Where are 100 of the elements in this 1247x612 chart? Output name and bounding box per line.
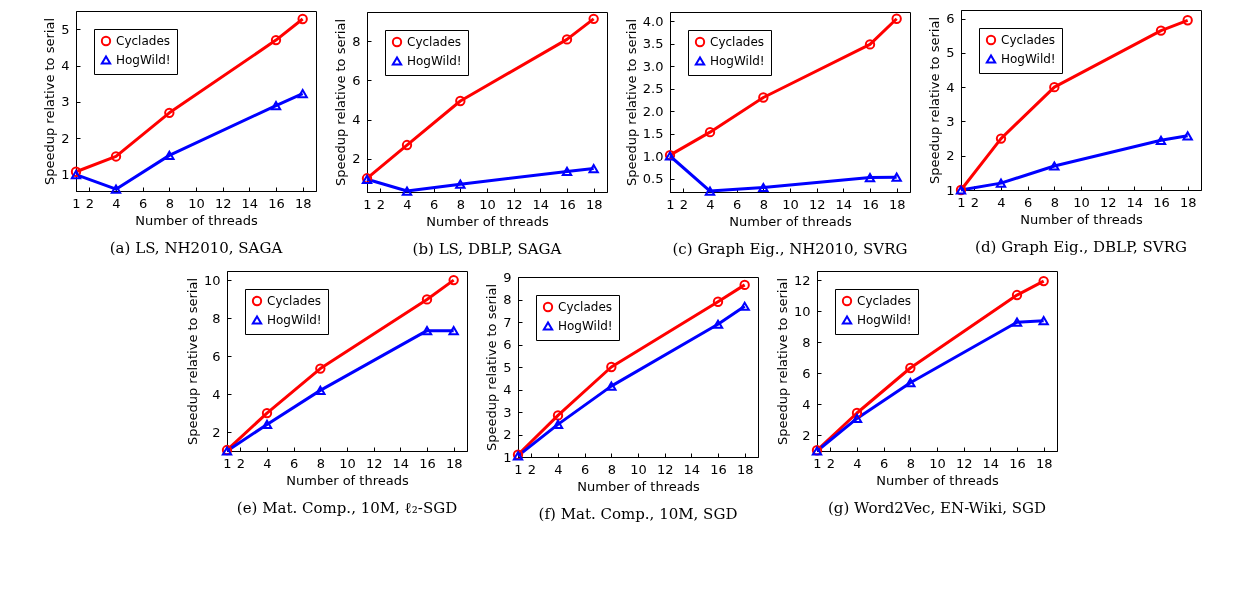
x-tick-label: 6 (1023, 194, 1032, 210)
text: (b) LS, DBLP, SAGA (412, 240, 562, 258)
x-tick-label: 8 (165, 195, 174, 211)
x-tick-label: 14 (1126, 194, 1143, 210)
point (905, 378, 916, 388)
point (561, 34, 572, 45)
x-tick-label: 2 (679, 196, 688, 212)
x-axis-title: Number of threads (876, 472, 999, 488)
x-tick-label: 16 (1009, 455, 1026, 471)
y-tick-label: 4 (351, 112, 360, 128)
point (995, 178, 1006, 188)
y-tick-label: 4 (802, 396, 811, 412)
y-tick-label: 8 (503, 292, 512, 307)
x-tick-label: 16 (1152, 194, 1170, 210)
x-tick-label: 2 (527, 461, 536, 477)
y-axis-title: Speedup relative to serial (184, 277, 200, 446)
point (454, 95, 466, 107)
point (1011, 289, 1023, 301)
y-tick-label: 3.0 (642, 58, 663, 74)
y-tick-label: 2.5 (642, 81, 663, 96)
y-axis-title: Speedup relative to serial (926, 16, 942, 185)
x-tick-label: 6 (290, 455, 299, 471)
x-tick-label: 16 (558, 196, 576, 212)
legend-label: HogWild! (115, 53, 171, 67)
y-tick-label: 3 (503, 404, 512, 420)
x-axis-title: Number of threads (1019, 211, 1143, 227)
y-tick-label: 5 (945, 45, 954, 61)
y-tick-label: 2.0 (642, 103, 663, 119)
x-tick-label: 8 (316, 455, 325, 471)
y-tick-label: 2 (945, 148, 954, 164)
x-tick-label: 18 (888, 196, 905, 212)
text: (d) Graph Eig., DBLP, SVRG (974, 238, 1187, 256)
x-tick-label: 4 (554, 461, 563, 477)
x-axis-title: Number of threads (577, 478, 700, 494)
legend-label: Cyclades (267, 294, 322, 308)
x-tick-label: 6 (732, 196, 741, 212)
point (110, 184, 121, 194)
legend-label: HogWild! (709, 54, 765, 68)
point (1048, 81, 1060, 93)
x-tick-label: 1 (956, 194, 966, 210)
point (1181, 15, 1193, 26)
x-tick-label: 18 (1179, 194, 1196, 210)
legend-label: HogWild! (267, 313, 322, 327)
point (70, 170, 81, 180)
point (890, 172, 902, 182)
text: (c) Graph Eig., NH2010, SVRG (672, 240, 907, 258)
x-axis-title: Number of threads (728, 213, 852, 229)
point (851, 407, 863, 419)
point (315, 385, 326, 395)
x-tick-label: 12 (656, 461, 674, 477)
point (261, 407, 273, 419)
x-tick-label: 6 (581, 461, 590, 477)
x-tick-label: 8 (1050, 194, 1059, 210)
y-tick-label: 4 (60, 58, 69, 74)
x-tick-label: 14 (532, 196, 549, 212)
point (401, 139, 412, 151)
x-tick-label: 12 (365, 455, 383, 471)
y-tick-label: 4 (212, 386, 221, 402)
x-tick-label: 4 (402, 196, 412, 212)
x-tick-label: 6 (138, 195, 147, 211)
point (448, 274, 459, 286)
x-tick-label: 1 (813, 455, 822, 471)
point (296, 88, 308, 99)
y-axis-title: Speedup relative to serial (41, 17, 57, 186)
point (1155, 25, 1166, 36)
point (606, 361, 617, 373)
x-axis-title: Number of threads (134, 212, 258, 228)
x-tick-label: 10 (781, 196, 799, 212)
x-tick-label: 8 (759, 196, 768, 212)
x-tick-label: 2 (970, 194, 979, 210)
x-tick-label: 6 (429, 196, 438, 212)
y-tick-label: 3.5 (642, 36, 663, 51)
y-tick-label: 5 (60, 21, 69, 37)
text: (f) Mat. Comp., 10M, SGD (538, 505, 738, 523)
point (315, 363, 326, 374)
y-tick-label: 1.5 (642, 126, 663, 141)
y-tick-label: 5 (503, 359, 512, 375)
y-tick-label: 1 (945, 182, 954, 198)
x-tick-label: 14 (241, 195, 258, 211)
x-tick-label: 16 (419, 455, 436, 471)
x-tick-label: 14 (982, 455, 1000, 471)
point (905, 362, 916, 374)
point (421, 326, 433, 336)
y-axis-title: Speedup relative to serial (484, 283, 500, 452)
x-tick-label: 10 (187, 195, 205, 211)
y-tick-label: 10 (203, 272, 221, 288)
point (739, 301, 750, 311)
y-tick-label: 8 (351, 33, 360, 49)
point (1048, 161, 1060, 171)
x-tick-label: 18 (585, 196, 602, 212)
y-axis-title: Speedup relative to serial (332, 18, 348, 187)
point (448, 326, 459, 336)
x-tick-label: 10 (478, 196, 496, 212)
legend-label: Cyclades (406, 35, 461, 49)
y-tick-label: 12 (793, 272, 811, 288)
point (552, 410, 564, 421)
y-tick-label: 3 (945, 113, 954, 129)
point (561, 166, 572, 177)
x-tick-label: 2 (826, 455, 835, 471)
x-tick-label: 10 (1072, 194, 1090, 210)
